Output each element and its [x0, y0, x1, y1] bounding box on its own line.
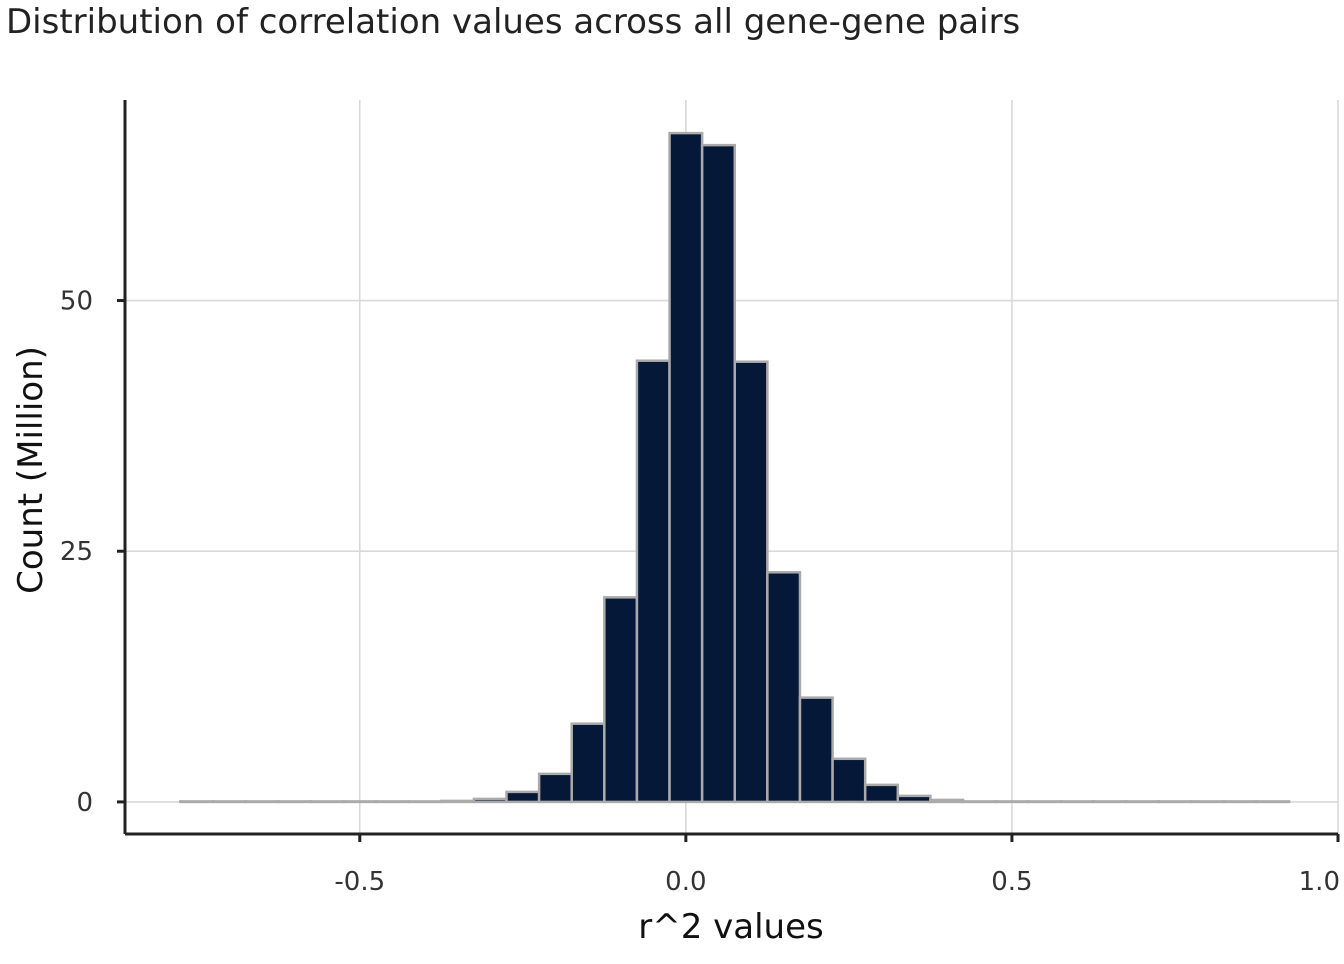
ticks-layer: -0.5 0.0 0.5 1.0 0 25 50 [60, 287, 1340, 897]
histogram-bar-32 [1222, 800, 1258, 804]
chart-title: Distribution of correlation values acros… [6, 2, 1020, 42]
histogram-bar-30 [1157, 800, 1193, 804]
x-tick-label-3: 1.0 [1299, 867, 1340, 897]
histogram-bar-31 [1190, 800, 1226, 804]
histogram-bar-12 [570, 722, 606, 804]
y-tick-label-2: 50 [60, 287, 93, 317]
histogram-bar-21 [863, 783, 900, 804]
histogram-bar-20 [831, 757, 867, 804]
bars-layer [179, 131, 1291, 804]
histogram-bar-29 [1124, 800, 1160, 804]
x-tick-label-0: -0.5 [334, 867, 385, 897]
histogram-bar-2 [244, 800, 280, 804]
histogram-bar-4 [309, 800, 345, 804]
histogram-bar-3 [277, 800, 313, 804]
histogram-bar-23 [929, 798, 965, 804]
axes-layer [123, 100, 1338, 836]
histogram-bar-18 [766, 571, 802, 804]
x-axis-title: r^2 values [638, 907, 824, 947]
histogram-bar-26 [1026, 800, 1063, 804]
histogram-bar-6 [374, 800, 410, 804]
histogram-bar-24 [961, 800, 997, 804]
histogram-bar-19 [798, 696, 834, 804]
y-axis-title: Count (Million) [11, 346, 51, 594]
histogram-bar-1 [211, 800, 247, 804]
histogram-bar-11 [537, 772, 573, 804]
histogram-bar-33 [1255, 800, 1291, 804]
histogram-bar-17 [733, 360, 769, 804]
histogram-bar-5 [342, 800, 378, 804]
histogram-bar-14 [635, 359, 671, 804]
y-tick-label-0: 0 [76, 788, 93, 818]
histogram-bar-16 [700, 143, 737, 804]
y-tick-label-1: 25 [60, 537, 93, 567]
histogram-bar-13 [603, 596, 639, 804]
histogram-bar-7 [407, 800, 443, 804]
histogram-bar-15 [668, 131, 704, 804]
histogram-bar-10 [505, 790, 541, 804]
histogram-bar-0 [179, 800, 215, 804]
histogram-bar-27 [1059, 800, 1095, 804]
histogram-bar-9 [472, 797, 508, 804]
histogram-bar-22 [896, 794, 932, 804]
histogram-bar-25 [994, 800, 1030, 804]
histogram-bar-28 [1092, 800, 1128, 804]
x-tick-label-1: 0.0 [665, 867, 706, 897]
x-tick-label-2: 0.5 [991, 867, 1032, 897]
histogram-bar-8 [440, 799, 476, 804]
